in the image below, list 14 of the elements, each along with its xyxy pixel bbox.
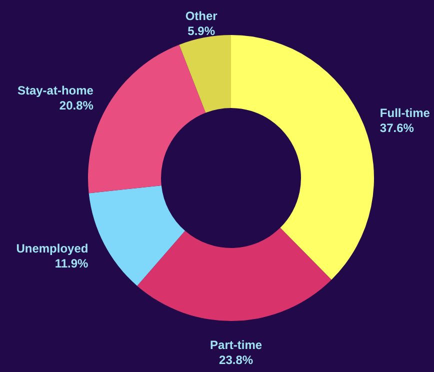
slice-label: Stay-at-home [17, 83, 94, 98]
donut-slice [231, 35, 374, 280]
donut-slice [88, 185, 186, 286]
data-label: 23.8% [219, 352, 254, 367]
slice-label: Other [185, 8, 218, 23]
data-label: 20.8% [59, 98, 94, 112]
donut-slice [137, 228, 332, 321]
data-label: 37.6% [380, 120, 414, 135]
donut-slice [179, 35, 231, 113]
data-label: 11.9% [54, 256, 89, 270]
slice-label: Full-time [380, 106, 430, 120]
data-label: 5.9% [188, 24, 216, 38]
slice-label: Unemployed [16, 241, 88, 256]
slice-label: Part-time [210, 338, 262, 352]
